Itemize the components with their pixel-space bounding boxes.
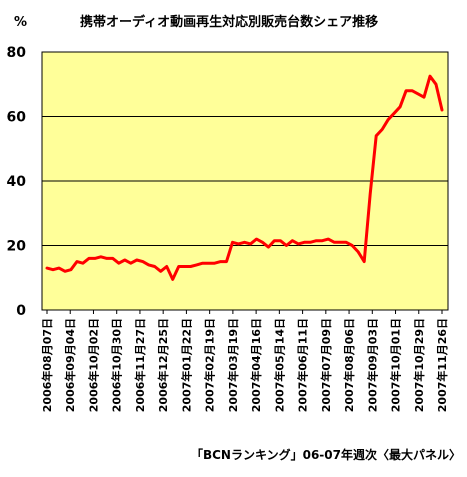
- y-axis-unit-label: %: [14, 15, 27, 30]
- x-tick-label: 2006年10月30日: [110, 318, 124, 412]
- x-tick-label: 2006年09月04日: [63, 318, 77, 412]
- x-tick-label: 2006年10月02日: [86, 318, 100, 412]
- y-tick-label: 60: [7, 110, 27, 126]
- x-tick-label: 2007年05月14日: [272, 318, 286, 412]
- chart-title: 携帯オーディオ動画再生対応別販売台数シェア推移: [80, 14, 378, 30]
- source-note: 「BCNランキング」06-07年週次〈最大パネル〉: [191, 447, 461, 462]
- x-tick-label: 2007年10月29日: [412, 318, 426, 412]
- x-tick-label: 2007年11月26日: [435, 318, 449, 412]
- x-tick-label: 2006年08月07日: [40, 318, 54, 412]
- x-tick-label: 2007年01月22日: [179, 318, 193, 412]
- x-tick-label: 2007年09月03日: [365, 318, 379, 412]
- x-tick-label: 2006年11月27日: [133, 318, 147, 412]
- series-layer: [45, 74, 444, 281]
- y-tick-label: 80: [7, 45, 27, 61]
- y-axis-ticks: 0 20 40 60 80: [7, 45, 27, 319]
- series-line-0: [45, 74, 444, 281]
- x-tick-label: 2007年04月16日: [249, 318, 263, 412]
- x-tick-label: 2006年12月25日: [156, 318, 170, 412]
- grid-lines: [42, 116, 448, 246]
- x-tick-label: 2007年07月09日: [319, 318, 333, 412]
- y-tick-label: 0: [16, 303, 26, 319]
- x-tick-label: 2007年03月19日: [226, 318, 240, 412]
- y-tick-label: 40: [7, 174, 27, 190]
- x-axis-ticks: 2006年08月07日 2006年09月04日 2006年10月02日 2006年10…: [40, 310, 449, 412]
- x-tick-label: 2007年06月11日: [296, 318, 310, 412]
- x-tick-label: 2007年08月06日: [342, 318, 356, 412]
- y-tick-label: 20: [7, 239, 27, 255]
- x-tick-label: 2007年10月01日: [389, 318, 403, 412]
- x-tick-label: 2007年02月19日: [203, 318, 217, 412]
